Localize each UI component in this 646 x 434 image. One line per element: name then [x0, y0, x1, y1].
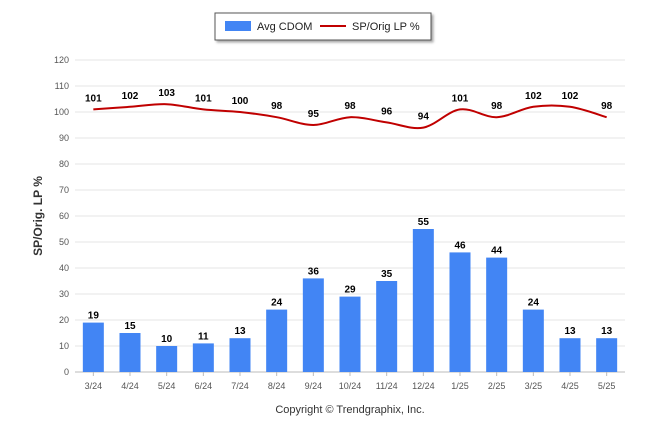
legend-item-sp-orig-lp[interactable]: SP/Orig LP %	[320, 21, 420, 33]
bar[interactable]	[412, 229, 434, 372]
legend-swatch-bar	[225, 21, 251, 31]
y-tick-label: 80	[59, 159, 69, 169]
y-tick-label: 10	[59, 341, 69, 351]
y-axis: 0 10 20 30 40 50 60 70 80 90 100 110 120	[54, 55, 69, 377]
line-value-label: 95	[308, 109, 320, 120]
bar-value-label: 10	[161, 334, 173, 345]
bar[interactable]	[119, 333, 141, 372]
x-tick-label: 5/24	[158, 381, 176, 391]
line-value-label: 102	[122, 91, 139, 102]
bar[interactable]	[229, 338, 251, 372]
bar[interactable]	[266, 309, 288, 372]
line-value-label: 101	[452, 93, 469, 104]
line-sp-orig-lp	[93, 103, 607, 130]
series-line[interactable]	[93, 103, 607, 130]
x-tick-label: 12/24	[412, 381, 435, 391]
bar-value-label: 13	[564, 326, 576, 337]
x-tick-label: 6/24	[195, 381, 213, 391]
bar-value-label: 44	[491, 246, 503, 257]
x-axis: 3/24 4/24 5/24 6/24 7/24 8/24 9/24 10/24 11/24 12…	[85, 372, 616, 391]
bar[interactable]	[486, 257, 508, 372]
x-tick-label: 4/24	[121, 381, 139, 391]
y-axis-title: SP/Orig. LP %	[31, 176, 45, 256]
bar[interactable]	[596, 338, 618, 372]
bar-value-label: 19	[88, 311, 100, 322]
x-tick-label: 3/25	[525, 381, 543, 391]
legend-item-avg-cdom[interactable]: Avg CDOM	[225, 21, 312, 33]
bar-value-label: 11	[198, 331, 209, 342]
bar-value-label: 13	[601, 326, 613, 337]
x-tick-label: 1/25	[451, 381, 469, 391]
bar-value-label: 29	[344, 285, 356, 296]
bars-avg-cdom	[82, 229, 618, 372]
y-tick-label: 30	[59, 289, 69, 299]
x-tick-label: 10/24	[339, 381, 362, 391]
x-tick-label: 2/25	[488, 381, 506, 391]
bar-value-label: 24	[528, 298, 540, 309]
bar[interactable]	[302, 278, 324, 372]
line-value-label: 98	[491, 101, 503, 112]
bar[interactable]	[192, 343, 214, 372]
y-tick-label: 50	[59, 237, 69, 247]
bar[interactable]	[82, 322, 104, 372]
y-tick-label: 100	[54, 107, 69, 117]
x-tick-label: 9/24	[305, 381, 323, 391]
bar-value-label: 46	[454, 240, 466, 251]
bar-value-label: 15	[124, 321, 136, 332]
line-value-label: 94	[418, 112, 430, 123]
line-value-label: 101	[85, 93, 102, 104]
bar-value-label: 13	[234, 326, 246, 337]
y-tick-label: 90	[59, 133, 69, 143]
y-tick-label: 20	[59, 315, 69, 325]
line-value-label: 102	[562, 91, 579, 102]
x-tick-label: 8/24	[268, 381, 286, 391]
y-tick-label: 70	[59, 185, 69, 195]
y-tick-label: 0	[64, 367, 69, 377]
legend-label-sp-orig-lp: SP/Orig LP %	[352, 21, 420, 33]
line-value-label: 96	[381, 106, 393, 117]
bar[interactable]	[522, 309, 544, 372]
bar[interactable]	[376, 281, 398, 372]
bar-value-label: 24	[271, 298, 283, 309]
legend: Avg CDOM SP/Orig LP %	[214, 12, 432, 41]
x-tick-label: 3/24	[85, 381, 103, 391]
y-tick-label: 60	[59, 211, 69, 221]
y-tick-label: 120	[54, 55, 69, 65]
line-value-label: 102	[525, 91, 542, 102]
y-tick-label: 110	[55, 81, 69, 91]
line-value-label: 101	[195, 93, 212, 104]
x-tick-label: 11/24	[376, 381, 398, 391]
y-tick-label: 40	[59, 263, 69, 273]
copyright-credit: Copyright © Trendgraphix, Inc.	[275, 404, 424, 416]
x-tick-label: 7/24	[231, 381, 249, 391]
bar[interactable]	[339, 296, 361, 372]
bar[interactable]	[559, 338, 581, 372]
bar[interactable]	[156, 346, 178, 372]
line-value-label: 98	[601, 101, 613, 112]
legend-label-avg-cdom: Avg CDOM	[257, 21, 312, 33]
x-tick-label: 5/25	[598, 381, 616, 391]
line-value-label: 98	[344, 101, 356, 112]
bar-value-label: 55	[418, 217, 430, 228]
x-tick-label: 4/25	[561, 381, 579, 391]
data-labels: 19 15 10 11 13 24 36 29 35 55 46 44 24 13 13 101 102 103 1…	[85, 88, 613, 345]
bar-value-label: 35	[381, 269, 393, 280]
bar-value-label: 36	[308, 266, 320, 277]
line-value-label: 98	[271, 101, 283, 112]
bar[interactable]	[449, 252, 471, 372]
line-value-label: 103	[158, 88, 175, 99]
line-value-label: 100	[232, 96, 249, 107]
